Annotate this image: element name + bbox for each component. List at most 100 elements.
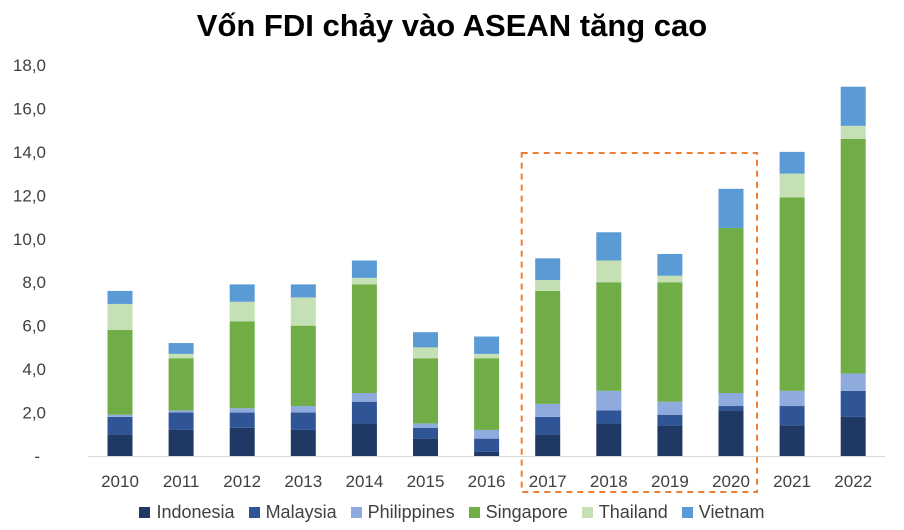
legend-swatch — [681, 507, 693, 518]
bar-vietnam-2014 — [351, 260, 377, 278]
legend-swatch — [468, 507, 480, 518]
bar-philippines-2010 — [107, 414, 133, 417]
bar-thailand-2017 — [535, 280, 561, 291]
bar-indonesia-2010 — [107, 434, 133, 456]
legend-label: Malaysia — [265, 502, 337, 522]
bar-thailand-2015 — [413, 347, 438, 359]
bar-vietnam-2012 — [229, 284, 255, 302]
bar-singapore-2012 — [229, 321, 255, 409]
bar-singapore-2017 — [535, 290, 561, 404]
x-tick-label: 2018 — [590, 472, 628, 491]
bar-indonesia-2011 — [168, 429, 194, 456]
bar-philippines-2019 — [657, 401, 683, 415]
bar-thailand-2021 — [779, 173, 805, 198]
chart-title: Vốn FDI chảy vào ASEAN tăng cao — [196, 8, 708, 43]
bar-vietnam-2016 — [474, 336, 500, 354]
y-tick-label: 18,0 — [13, 56, 46, 75]
bar-vietnam-2015 — [413, 332, 438, 348]
bar-thailand-2018 — [596, 260, 622, 283]
legend-item: Philippines — [350, 502, 455, 523]
x-tick-label: 2015 — [407, 472, 445, 491]
bar-philippines-2015 — [413, 423, 438, 428]
bar-philippines-2017 — [535, 403, 561, 417]
x-tick-label: 2017 — [529, 472, 567, 491]
y-tick-label: 2,0 — [22, 404, 46, 423]
legend-label: Philippines — [367, 502, 455, 522]
bar-philippines-2011 — [168, 410, 194, 413]
legend-item: Indonesia — [139, 502, 235, 523]
bar-malaysia-2021 — [779, 406, 805, 426]
bar-vietnam-2021 — [779, 151, 805, 174]
bar-philippines-2013 — [290, 406, 316, 413]
bar-indonesia-2022 — [840, 416, 866, 456]
legend-label: Vietnam — [698, 502, 765, 522]
bar-vietnam-2013 — [290, 284, 316, 298]
bar-malaysia-2018 — [596, 410, 622, 424]
bar-singapore-2010 — [107, 330, 133, 415]
bar-philippines-2012 — [229, 408, 255, 413]
x-tick-label: 2022 — [834, 472, 872, 491]
bar-vietnam-2017 — [535, 258, 561, 281]
bar-singapore-2016 — [474, 358, 500, 430]
bar-indonesia-2015 — [413, 438, 438, 456]
y-tick-label: 10,0 — [13, 230, 46, 249]
bar-vietnam-2020 — [718, 188, 744, 228]
y-tick-label: 8,0 — [22, 273, 46, 292]
y-tick-label: 4,0 — [22, 360, 46, 379]
bar-thailand-2012 — [229, 301, 255, 322]
legend-swatch — [581, 507, 593, 518]
x-tick-label: 2021 — [773, 472, 811, 491]
bar-vietnam-2022 — [840, 86, 866, 126]
bar-indonesia-2021 — [779, 425, 805, 456]
bar-singapore-2020 — [718, 227, 744, 394]
bar-singapore-2018 — [596, 282, 622, 391]
bar-indonesia-2020 — [718, 410, 744, 456]
bar-indonesia-2013 — [290, 429, 316, 456]
bar-singapore-2022 — [840, 138, 866, 374]
y-tick-label: 16,0 — [13, 99, 46, 118]
bar-indonesia-2019 — [657, 425, 683, 456]
bar-singapore-2019 — [657, 282, 683, 402]
bar-vietnam-2011 — [168, 343, 194, 354]
legend-swatch — [248, 507, 260, 518]
legend-item: Thailand — [581, 502, 668, 523]
y-tick-label: 12,0 — [13, 186, 46, 205]
legend-item: Malaysia — [248, 502, 337, 523]
bar-vietnam-2010 — [107, 290, 133, 304]
bar-singapore-2015 — [413, 358, 438, 424]
bar-malaysia-2017 — [535, 416, 561, 435]
bar-malaysia-2011 — [168, 412, 194, 430]
bar-philippines-2021 — [779, 390, 805, 407]
bar-philippines-2016 — [474, 429, 500, 439]
bar-malaysia-2012 — [229, 412, 255, 428]
y-tick-label: - — [34, 447, 40, 466]
highlight-box — [520, 152, 759, 493]
legend-swatch — [139, 507, 151, 518]
bar-singapore-2014 — [351, 284, 377, 394]
x-tick-label: 2020 — [712, 472, 750, 491]
bar-thailand-2010 — [107, 303, 133, 331]
bar-thailand-2022 — [840, 125, 866, 139]
y-tick-label: 14,0 — [13, 143, 46, 162]
y-tick-label: 6,0 — [22, 317, 46, 336]
legend-swatch — [350, 507, 362, 518]
bar-singapore-2011 — [168, 358, 194, 411]
bar-vietnam-2019 — [657, 253, 683, 276]
bar-malaysia-2015 — [413, 427, 438, 439]
bar-philippines-2022 — [840, 373, 866, 391]
bar-indonesia-2018 — [596, 423, 622, 456]
bar-indonesia-2014 — [351, 423, 377, 456]
x-tick-label: 2016 — [468, 472, 506, 491]
bar-malaysia-2016 — [474, 438, 500, 452]
legend-label: Singapore — [485, 502, 568, 522]
bar-thailand-2013 — [290, 297, 316, 326]
x-tick-label: 2019 — [651, 472, 689, 491]
bar-singapore-2013 — [290, 325, 316, 407]
legend-label: Thailand — [598, 502, 668, 522]
bar-philippines-2018 — [596, 390, 622, 411]
bar-singapore-2021 — [779, 197, 805, 391]
bar-malaysia-2020 — [718, 406, 744, 411]
legend-item: Singapore — [468, 502, 568, 523]
